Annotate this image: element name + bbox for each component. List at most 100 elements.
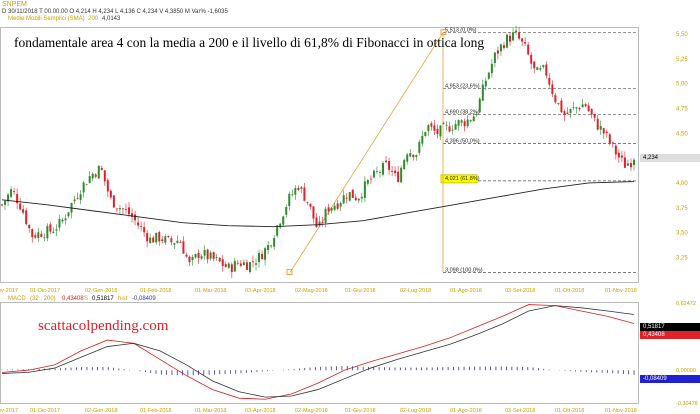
macd-line bbox=[1, 304, 635, 400]
candle-body bbox=[37, 232, 40, 239]
candle-body bbox=[19, 203, 22, 210]
candle-body bbox=[351, 189, 354, 198]
last-price-tag: 4,234 bbox=[640, 154, 700, 162]
price-x-tick: 01-Ott-2018 bbox=[555, 288, 584, 294]
candle-body bbox=[533, 61, 536, 69]
candle-body bbox=[596, 118, 599, 130]
candle-body bbox=[67, 212, 70, 217]
price-x-tick: 01-Dic-2017 bbox=[30, 288, 60, 294]
candle-body bbox=[430, 123, 433, 127]
macd-x-tick: 01-Feb-2018 bbox=[140, 408, 172, 414]
candle-body bbox=[188, 256, 191, 263]
candle-body bbox=[463, 121, 466, 127]
macd-panel-frame bbox=[0, 302, 639, 404]
candle-body bbox=[593, 114, 596, 118]
candle-body bbox=[581, 104, 584, 108]
candle-body bbox=[608, 134, 611, 144]
candle-body bbox=[134, 214, 137, 221]
candle-body bbox=[521, 38, 524, 42]
candle-body bbox=[233, 261, 236, 272]
candle-body bbox=[536, 67, 539, 70]
candle-body bbox=[100, 168, 103, 170]
candle-body bbox=[288, 193, 291, 207]
candle-body bbox=[248, 262, 251, 272]
candle-body bbox=[421, 135, 424, 144]
candle-body bbox=[366, 179, 369, 184]
candle-body bbox=[203, 250, 206, 256]
candle-body bbox=[363, 181, 366, 198]
candle-body bbox=[25, 210, 28, 225]
candle-body bbox=[64, 218, 67, 221]
candle-body bbox=[369, 178, 372, 180]
candle-body bbox=[251, 261, 254, 263]
candle-body bbox=[557, 102, 560, 105]
candle-body bbox=[97, 165, 100, 179]
candle-body bbox=[391, 170, 394, 172]
candle-body bbox=[167, 235, 170, 238]
candle-body bbox=[454, 124, 457, 130]
candle-body bbox=[185, 254, 188, 257]
candle-body bbox=[209, 252, 212, 259]
candle-body bbox=[103, 170, 106, 182]
candle-body bbox=[215, 257, 218, 259]
candle-body bbox=[466, 119, 469, 127]
candle-body bbox=[31, 228, 34, 238]
candle-body bbox=[306, 201, 309, 203]
candle-body bbox=[623, 157, 626, 168]
price-y-tick: 5,25 bbox=[676, 57, 688, 63]
candle-body bbox=[212, 252, 215, 259]
price-y-tick: 4,75 bbox=[676, 106, 688, 112]
candle-body bbox=[191, 256, 194, 261]
candle-body bbox=[620, 155, 623, 158]
candle-body bbox=[378, 172, 381, 173]
candle-body bbox=[448, 126, 451, 132]
candle-body bbox=[273, 238, 276, 247]
candle-body bbox=[545, 64, 548, 76]
candle-body bbox=[85, 184, 88, 186]
candle-body bbox=[502, 45, 505, 48]
candle-body bbox=[354, 197, 357, 201]
candle-body bbox=[16, 194, 19, 204]
candle-body bbox=[427, 125, 430, 132]
candle-body bbox=[554, 95, 557, 103]
candle-body bbox=[327, 207, 330, 212]
candle-body bbox=[124, 209, 127, 210]
candle-body bbox=[88, 176, 91, 183]
macd-x-tick: 02-Gen-2018 bbox=[85, 408, 117, 414]
candle-body bbox=[164, 236, 167, 243]
candle-body bbox=[312, 206, 315, 219]
candle-body bbox=[55, 229, 58, 231]
fib-trend-line bbox=[289, 32, 444, 273]
price-panel-frame bbox=[0, 27, 639, 283]
candle-body bbox=[40, 233, 43, 237]
candle-body bbox=[285, 206, 288, 215]
candle-body bbox=[73, 199, 76, 202]
fib-level-label: 4,021 (61,8%) bbox=[445, 176, 480, 182]
candle-body bbox=[28, 225, 31, 229]
candle-body bbox=[282, 216, 285, 225]
candle-body bbox=[230, 264, 233, 273]
candle-body bbox=[128, 207, 131, 215]
candle-body bbox=[61, 219, 64, 222]
candle-body bbox=[131, 213, 134, 217]
candle-body bbox=[445, 124, 448, 126]
candle-body bbox=[321, 222, 324, 223]
fib-level-label: 3,098 (100,0%) bbox=[445, 268, 483, 274]
price-x-tick: 01-Nov-2018 bbox=[605, 288, 637, 294]
macd-x-tick: 01-Ago-2018 bbox=[450, 408, 482, 414]
candle-body bbox=[360, 196, 363, 199]
candle-body bbox=[342, 195, 345, 204]
macd-y-tick: 0,00000 bbox=[676, 368, 696, 374]
symbol: SNPEM bbox=[2, 1, 27, 8]
candle-body bbox=[121, 208, 124, 210]
macd-header-hist: -0,08409 bbox=[132, 296, 156, 302]
candle-body bbox=[575, 107, 578, 109]
fib-highlight-box bbox=[440, 174, 478, 184]
candle-body bbox=[324, 208, 327, 223]
sma-period: 200 bbox=[88, 16, 99, 22]
candle-body bbox=[403, 159, 406, 170]
candle-body bbox=[330, 207, 333, 211]
candle-body bbox=[357, 198, 360, 201]
candle-body bbox=[46, 225, 49, 239]
